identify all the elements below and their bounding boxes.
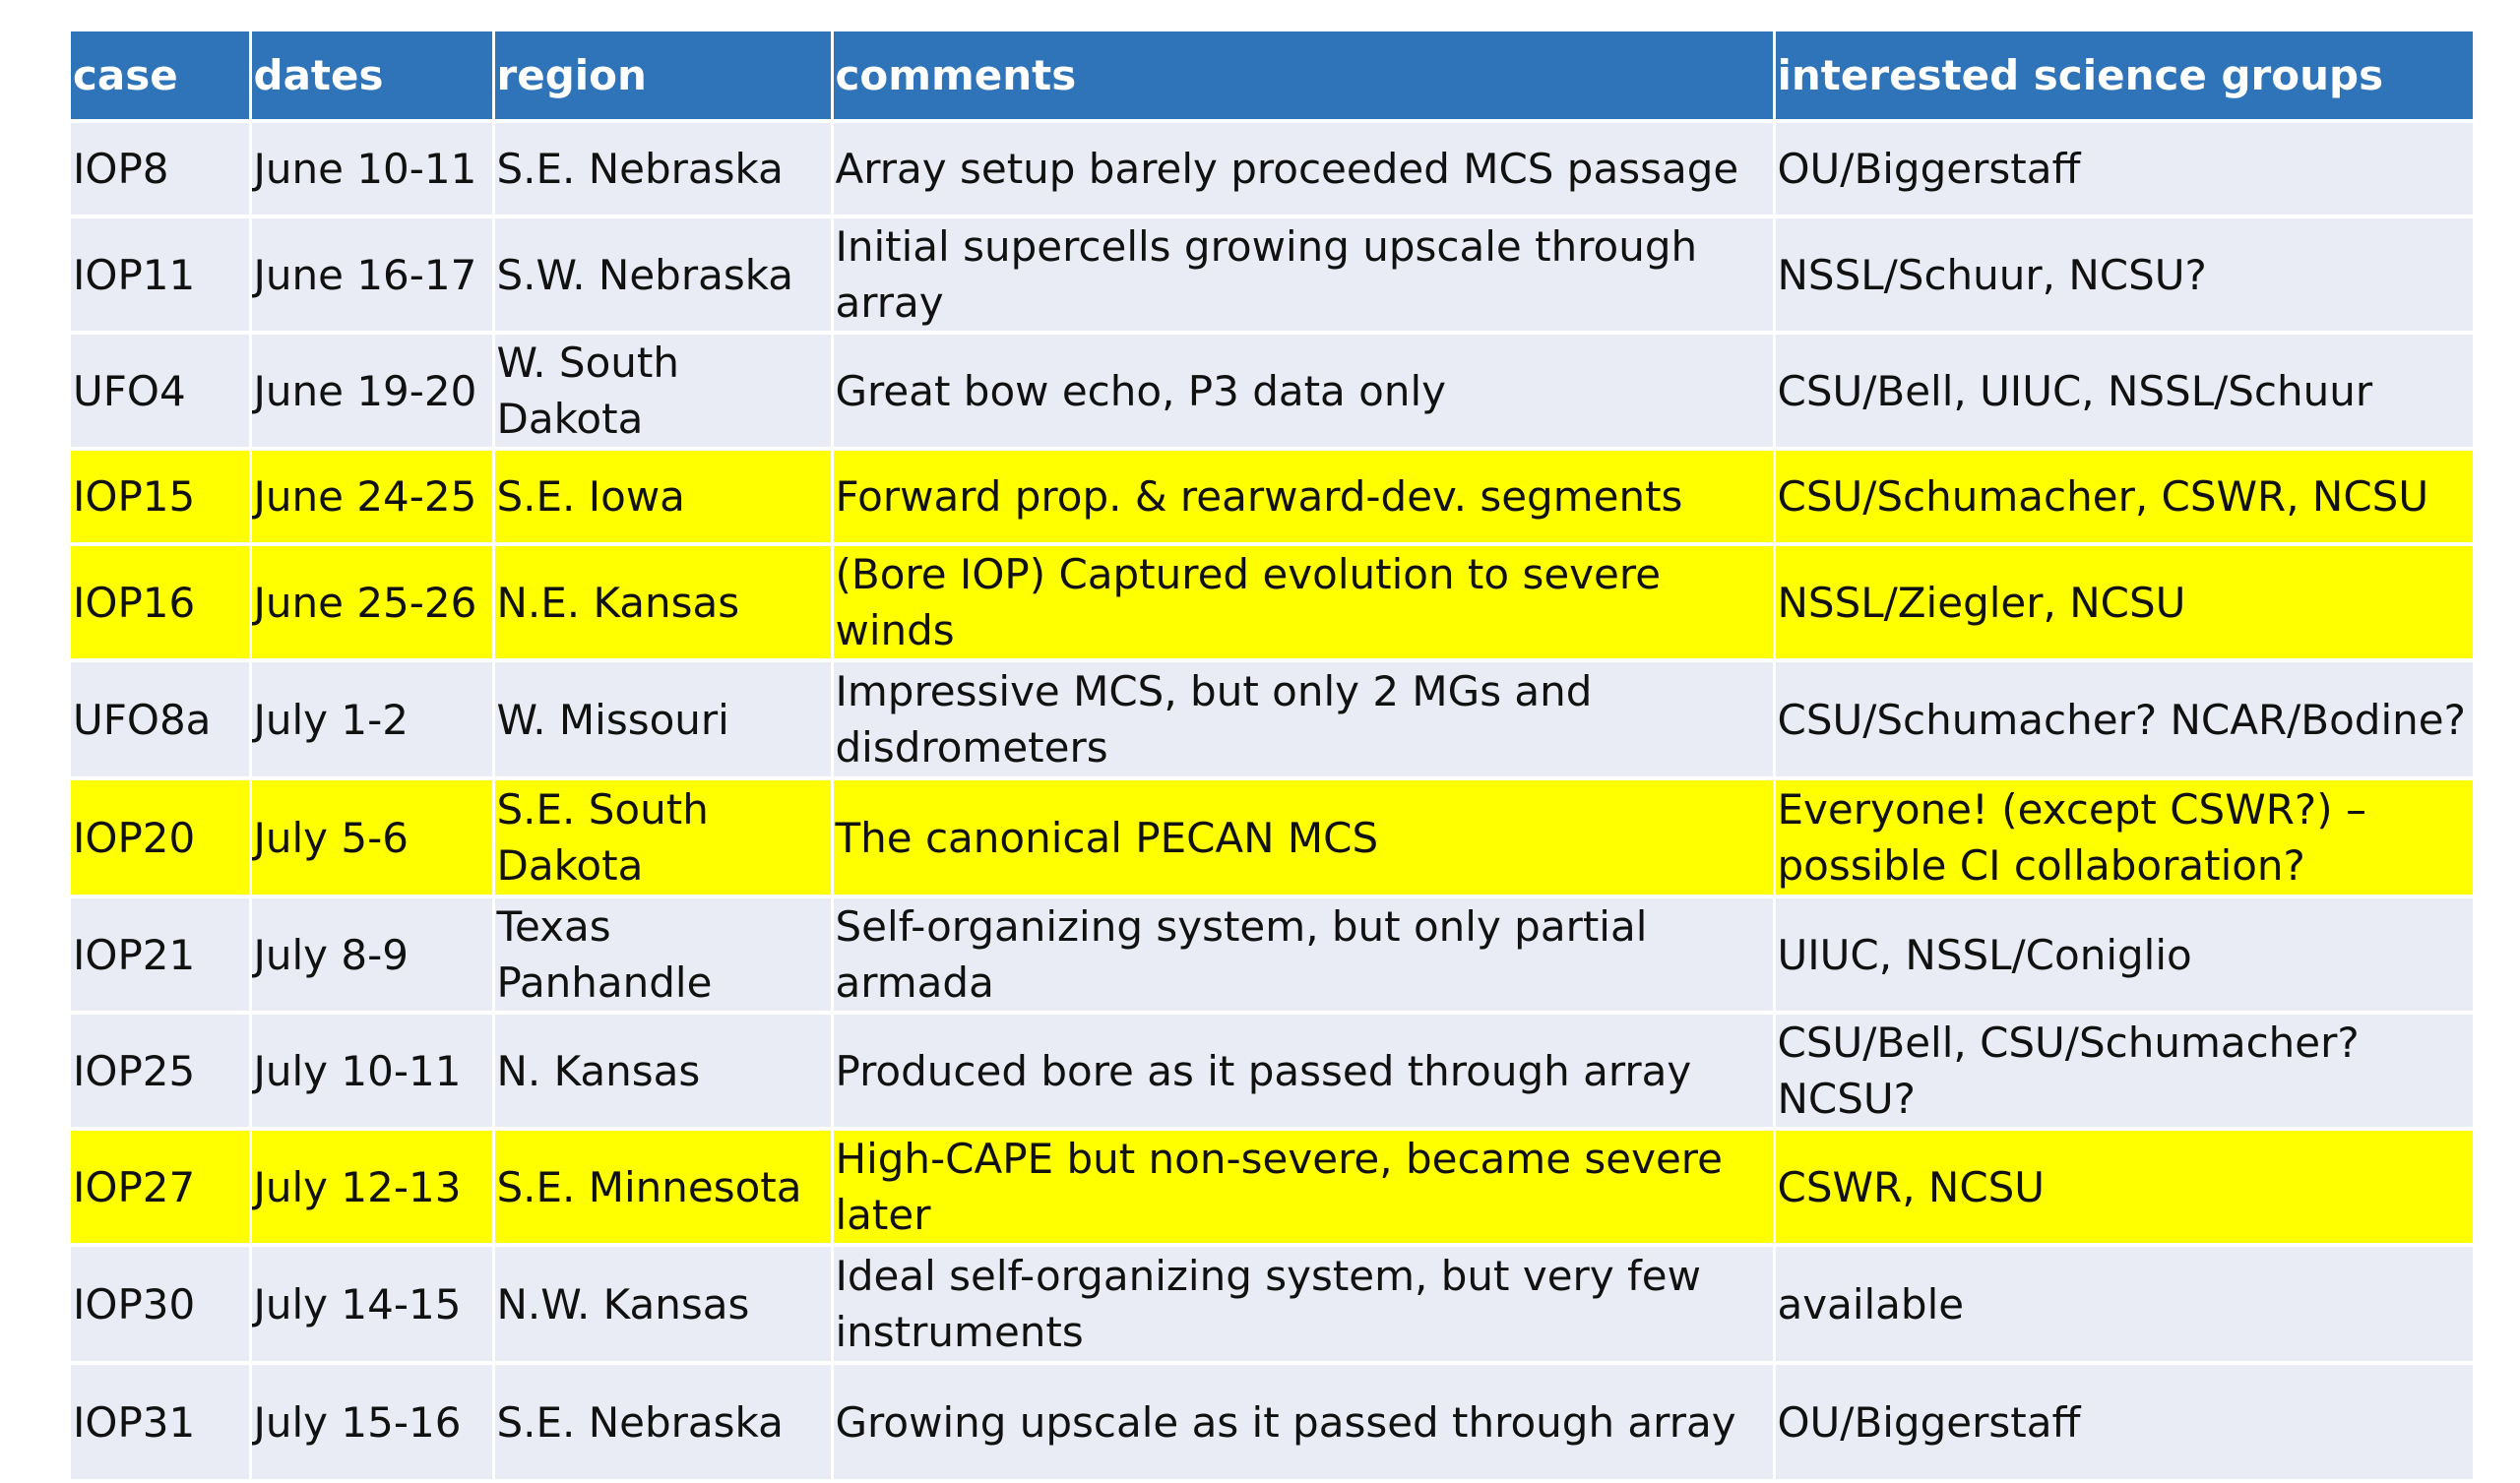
cell-groups: CSU/Schumacher? NCAR/Bodine? [1774,660,2473,780]
cell-groups: NSSL/Ziegler, NCSU [1774,544,2473,662]
cell-comments: Impressive MCS, but only 2 MGs and disdr… [832,660,1776,780]
cell-case: UFO8a [71,660,252,780]
header-groups: interested science groups [1774,31,2473,123]
cell-groups: Everyone! (except CSWR?) – possible CI c… [1774,778,2473,898]
cell-case: IOP15 [71,449,252,546]
cell-case: IOP8 [71,121,252,218]
cell-case: IOP31 [71,1363,252,1483]
cell-dates: July 1-2 [250,660,495,780]
cell-dates: June 16-17 [250,216,495,335]
cell-dates: July 8-9 [250,896,495,1015]
cell-dates: July 12-13 [250,1129,495,1247]
cell-groups: CSU/Bell, UIUC, NSSL/Schuur [1774,333,2473,451]
cell-groups: UIUC, NSSL/Coniglio [1774,896,2473,1015]
cell-dates: June 25-26 [250,544,495,662]
cell-comments: High-CAPE but non-severe, became severe … [832,1129,1776,1247]
cell-comments: Forward prop. & rearward-dev. segments [832,449,1776,546]
table-row: IOP30 July 14-15 N.W. Kansas Ideal self-… [71,1245,2473,1365]
cell-dates: June 10-11 [250,121,495,218]
cell-region: Texas Panhandle [493,896,834,1015]
cell-comments: Growing upscale as it passed through arr… [832,1363,1776,1483]
cell-dates: July 14-15 [250,1245,495,1365]
cell-region: S.E. Iowa [493,449,834,546]
table-row: IOP15 June 24-25 S.E. Iowa Forward prop.… [71,449,2473,546]
cell-case: IOP20 [71,778,252,898]
cell-groups: available [1774,1245,2473,1365]
cell-region: W. Missouri [493,660,834,780]
cell-region: N.E. Kansas [493,544,834,662]
cell-region: S.E. Minnesota [493,1129,834,1247]
table-row: UFO8a July 1-2 W. Missouri Impressive MC… [71,660,2473,780]
cell-dates: June 24-25 [250,449,495,546]
table-row: IOP21 July 8-9 Texas Panhandle Self-orga… [71,896,2473,1015]
cell-region: S.E. South Dakota [493,778,834,898]
cell-comments: Great bow echo, P3 data only [832,333,1776,451]
header-dates: dates [250,31,495,123]
cell-groups: CSU/Bell, CSU/Schumacher? NCSU? [1774,1013,2473,1131]
cell-case: IOP25 [71,1013,252,1131]
cases-table-container: case dates region comments interested sc… [71,31,2473,1483]
cell-dates: July 15-16 [250,1363,495,1483]
cell-comments: (Bore IOP) Captured evolution to severe … [832,544,1776,662]
cell-groups: OU/Biggerstaff [1774,1363,2473,1483]
cell-dates: June 19-20 [250,333,495,451]
cell-comments: Initial supercells growing upscale throu… [832,216,1776,335]
cell-region: N. Kansas [493,1013,834,1131]
cell-region: S.W. Nebraska [493,216,834,335]
cases-table: case dates region comments interested sc… [71,31,2473,1483]
table-row: IOP27 July 12-13 S.E. Minnesota High-CAP… [71,1129,2473,1247]
cell-region: N.W. Kansas [493,1245,834,1365]
cell-dates: July 10-11 [250,1013,495,1131]
cell-case: IOP11 [71,216,252,335]
cell-region: S.E. Nebraska [493,1363,834,1483]
cell-comments: Array setup barely proceeded MCS passage [832,121,1776,218]
cell-case: IOP30 [71,1245,252,1365]
cell-groups: NSSL/Schuur, NCSU? [1774,216,2473,335]
cell-case: IOP21 [71,896,252,1015]
table-header-row: case dates region comments interested sc… [71,31,2473,123]
cell-region: S.E. Nebraska [493,121,834,218]
header-comments: comments [832,31,1776,123]
header-region: region [493,31,834,123]
table-row: IOP20 July 5-6 S.E. South Dakota The can… [71,778,2473,898]
table-row: UFO4 June 19-20 W. South Dakota Great bo… [71,333,2473,451]
cell-comments: The canonical PECAN MCS [832,778,1776,898]
cell-groups: CSU/Schumacher, CSWR, NCSU [1774,449,2473,546]
cell-groups: CSWR, NCSU [1774,1129,2473,1247]
table-row: IOP16 June 25-26 N.E. Kansas (Bore IOP) … [71,544,2473,662]
table-row: IOP31 July 15-16 S.E. Nebraska Growing u… [71,1363,2473,1483]
cell-groups: OU/Biggerstaff [1774,121,2473,218]
cell-comments: Ideal self-organizing system, but very f… [832,1245,1776,1365]
table-row: IOP25 July 10-11 N. Kansas Produced bore… [71,1013,2473,1131]
table-row: IOP8 June 10-11 S.E. Nebraska Array setu… [71,121,2473,218]
cell-dates: July 5-6 [250,778,495,898]
cell-case: IOP27 [71,1129,252,1247]
cell-region: W. South Dakota [493,333,834,451]
cell-comments: Produced bore as it passed through array [832,1013,1776,1131]
header-case: case [71,31,252,123]
cell-case: IOP16 [71,544,252,662]
table-row: IOP11 June 16-17 S.W. Nebraska Initial s… [71,216,2473,335]
cell-case: UFO4 [71,333,252,451]
cell-comments: Self-organizing system, but only partial… [832,896,1776,1015]
